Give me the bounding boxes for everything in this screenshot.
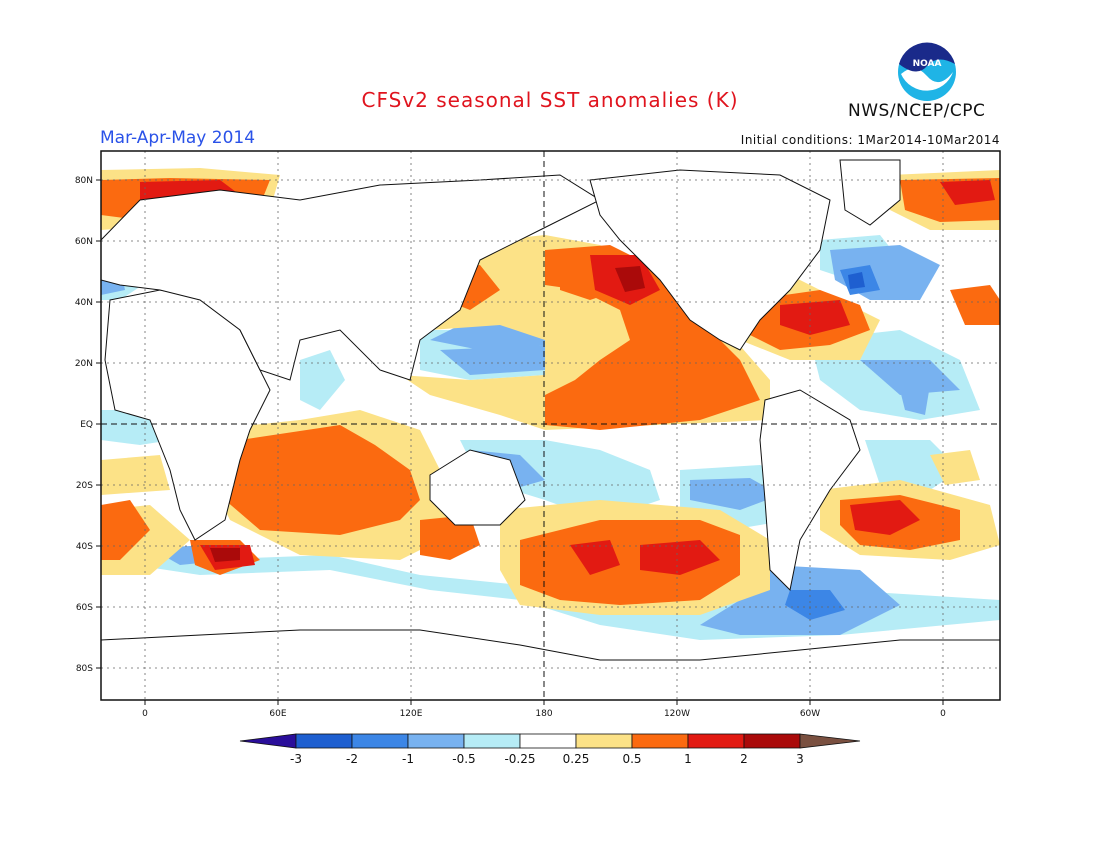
- colorbar-label: 3: [796, 752, 804, 766]
- colorbar-label: -1: [402, 752, 414, 766]
- noaa-logo: NOAA: [897, 42, 957, 102]
- colorbar-label: -0.25: [504, 752, 535, 766]
- colorbar-bin-minus3-minus2: [295, 733, 353, 749]
- lat-label-eq: EQ: [80, 420, 93, 430]
- lat-label-80n: 80N: [75, 176, 93, 186]
- colorbar-bin-025-05: [575, 733, 633, 749]
- organization-label: NWS/NCEP/CPC: [848, 101, 986, 121]
- lon-label-0-west: 0: [142, 709, 148, 719]
- lat-label-20s: 20S: [76, 481, 93, 491]
- lat-label-60s: 60S: [76, 603, 93, 613]
- colorbar-bin-2-3: [743, 733, 801, 749]
- page-title: CFSv2 seasonal SST anomalies (K): [361, 88, 739, 112]
- lon-label-0-east: 0: [940, 709, 946, 719]
- map-frame: [100, 150, 1001, 701]
- lon-label-180: 180: [535, 709, 552, 719]
- colorbar: [239, 733, 861, 749]
- colorbar-bin-minus2-minus1: [351, 733, 409, 749]
- initial-conditions-label: Initial conditions: 1Mar2014-10Mar2014: [740, 133, 1000, 147]
- colorbar-bin-below-minus3: [239, 733, 297, 749]
- noaa-logo-text: NOAA: [913, 59, 942, 69]
- season-label: Mar-Apr-May 2014: [100, 128, 256, 148]
- colorbar-label: -0.5: [452, 752, 475, 766]
- lon-label-60w: 60W: [800, 709, 820, 719]
- colorbar-bin-minus025-025: [519, 733, 577, 749]
- lat-label-40s: 40S: [76, 542, 93, 552]
- lon-label-120e: 120E: [400, 709, 423, 719]
- colorbar-bin-above-3: [799, 733, 861, 749]
- colorbar-bin-minus05-minus025: [463, 733, 521, 749]
- lon-label-60e: 60E: [269, 709, 286, 719]
- map-field: [101, 151, 1000, 700]
- colorbar-label: 0.5: [622, 752, 641, 766]
- lat-label-80s: 80S: [76, 664, 93, 674]
- colorbar-bin-05-1: [631, 733, 689, 749]
- colorbar-label: 0.25: [563, 752, 590, 766]
- lat-label-40n: 40N: [75, 298, 93, 308]
- colorbar-bin-1-2: [687, 733, 745, 749]
- lat-label-20n: 20N: [75, 359, 93, 369]
- colorbar-label: 2: [740, 752, 748, 766]
- colorbar-label: 1: [684, 752, 692, 766]
- colorbar-bin-minus1-minus05: [407, 733, 465, 749]
- lat-label-60n: 60N: [75, 237, 93, 247]
- lon-label-120w: 120W: [664, 709, 690, 719]
- colorbar-label: -3: [290, 752, 302, 766]
- colorbar-label: -2: [346, 752, 358, 766]
